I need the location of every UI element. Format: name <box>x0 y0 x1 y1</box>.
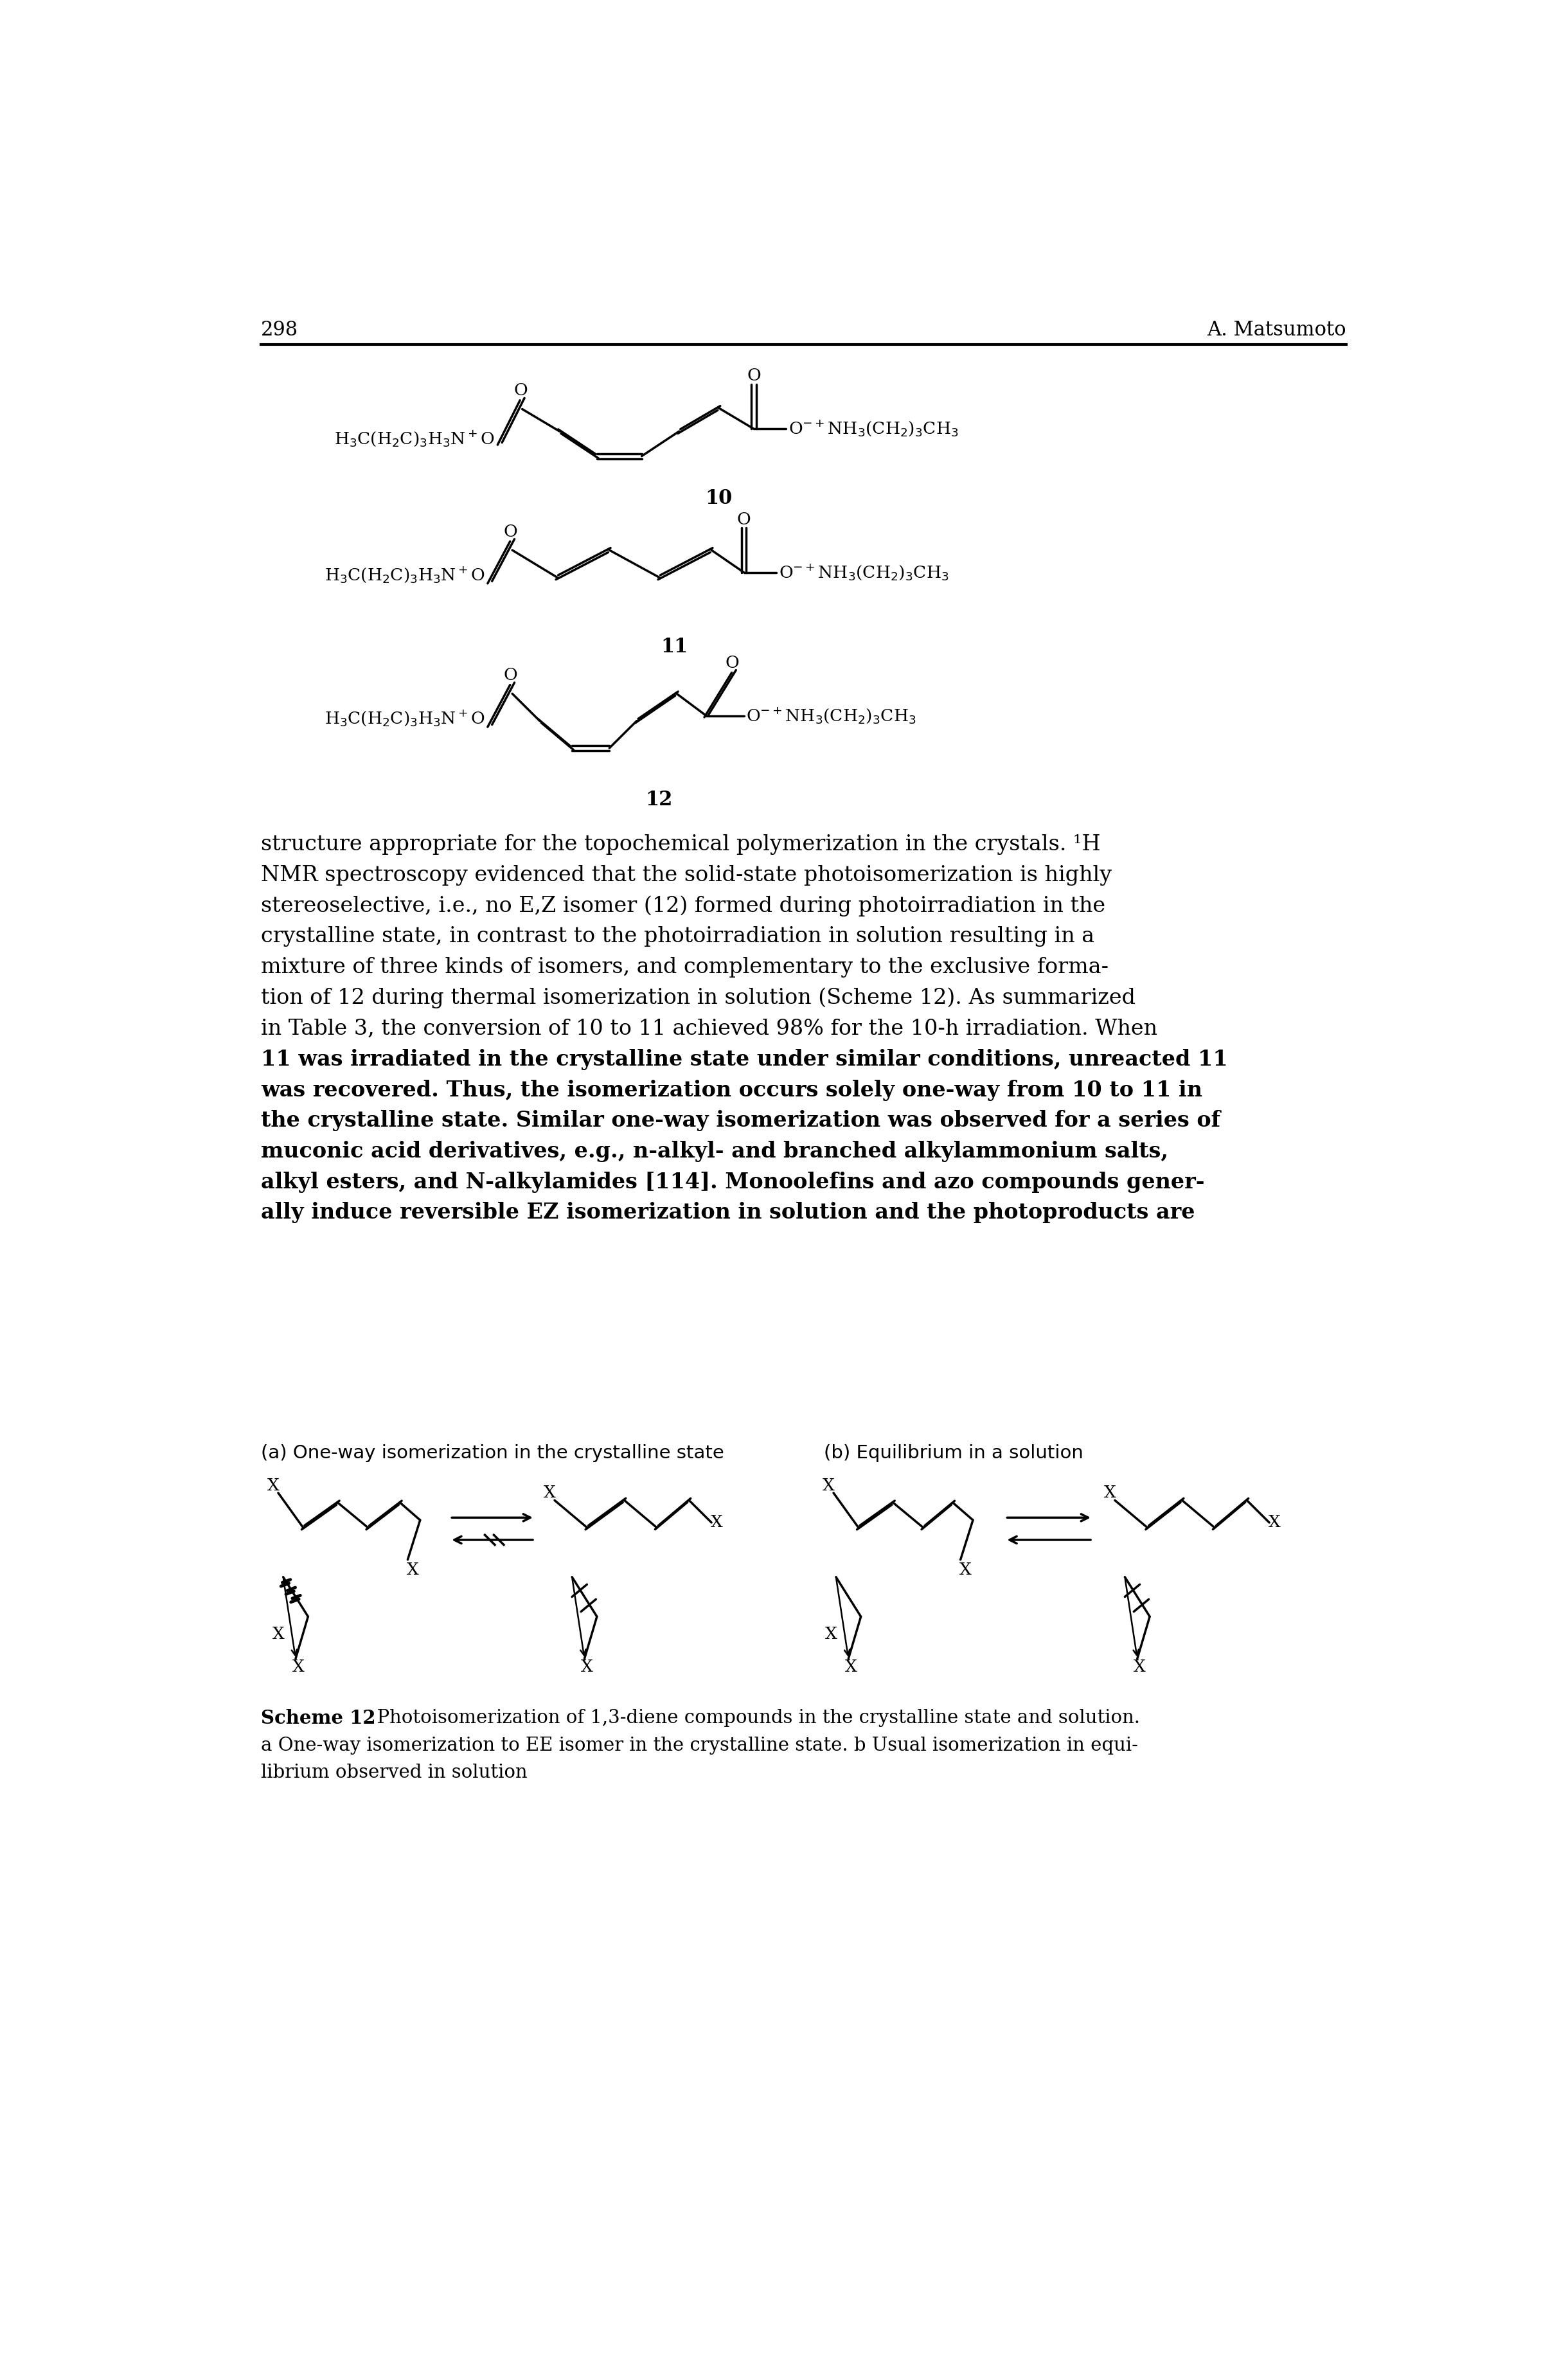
Text: alkyl esters, and N-alkylamides [114]. Monoolefins and azo compounds gener-: alkyl esters, and N-alkylamides [114]. M… <box>260 1172 1204 1194</box>
Text: 12: 12 <box>646 789 673 811</box>
Text: X: X <box>825 1627 837 1641</box>
Text: X: X <box>845 1660 858 1674</box>
Text: O$^{-+}$NH$_3$(CH$_2$)$_3$CH$_3$: O$^{-+}$NH$_3$(CH$_2$)$_3$CH$_3$ <box>779 564 949 583</box>
Text: O: O <box>737 511 751 528</box>
Text: 298: 298 <box>260 321 298 340</box>
Text: the crystalline state. Similar one-way isomerization was observed for a series o: the crystalline state. Similar one-way i… <box>260 1111 1220 1132</box>
Text: X: X <box>273 1627 284 1641</box>
Text: X: X <box>544 1484 555 1501</box>
Text: muconic acid derivatives, e.g., n-alkyl- and branched alkylammonium salts,: muconic acid derivatives, e.g., n-alkyl-… <box>260 1141 1168 1163</box>
Text: mixture of three kinds of isomers, and complementary to the exclusive forma-: mixture of three kinds of isomers, and c… <box>260 956 1109 977</box>
Text: X: X <box>1134 1660 1146 1674</box>
Text: X: X <box>1269 1515 1279 1531</box>
Text: (a) One-way isomerization in the crystalline state: (a) One-way isomerization in the crystal… <box>260 1443 724 1462</box>
Text: NMR spectroscopy evidenced that the solid-state photoisomerization is highly: NMR spectroscopy evidenced that the soli… <box>260 866 1112 885</box>
Text: in Table 3, the conversion of 10 to 11 achieved 98% for the 10-h irradiation. Wh: in Table 3, the conversion of 10 to 11 a… <box>260 1018 1157 1039</box>
Text: Photoisomerization of 1,3-diene compounds in the crystalline state and solution.: Photoisomerization of 1,3-diene compound… <box>365 1710 1140 1726</box>
Text: (b) Equilibrium in a solution: (b) Equilibrium in a solution <box>823 1443 1083 1462</box>
Text: H$_3$C(H$_2$C)$_3$H$_3$N$^+$O: H$_3$C(H$_2$C)$_3$H$_3$N$^+$O <box>325 566 485 585</box>
Text: H$_3$C(H$_2$C)$_3$H$_3$N$^+$O: H$_3$C(H$_2$C)$_3$H$_3$N$^+$O <box>325 709 485 728</box>
Text: O$^{-+}$NH$_3$(CH$_2$)$_3$CH$_3$: O$^{-+}$NH$_3$(CH$_2$)$_3$CH$_3$ <box>746 706 916 725</box>
Text: X: X <box>1104 1484 1116 1501</box>
Text: H$_3$C(H$_2$C)$_3$H$_3$N$^+$O: H$_3$C(H$_2$C)$_3$H$_3$N$^+$O <box>334 428 495 449</box>
Text: O$^{-+}$NH$_3$(CH$_2$)$_3$CH$_3$: O$^{-+}$NH$_3$(CH$_2$)$_3$CH$_3$ <box>789 419 958 438</box>
Text: A. Matsumoto: A. Matsumoto <box>1207 321 1347 340</box>
Text: X: X <box>267 1477 279 1493</box>
Text: stereoselective, i.e., no E,Z isomer (12) formed during photoirradiation in the: stereoselective, i.e., no E,Z isomer (12… <box>260 897 1105 916</box>
Text: X: X <box>710 1515 723 1531</box>
Text: X: X <box>823 1477 834 1493</box>
Text: Scheme 12: Scheme 12 <box>260 1710 375 1726</box>
Text: O: O <box>503 523 517 540</box>
Text: was recovered. Thus, the isomerization occurs solely one-way from 10 to 11 in: was recovered. Thus, the isomerization o… <box>260 1080 1203 1101</box>
Text: O: O <box>726 654 740 671</box>
Text: X: X <box>960 1562 972 1577</box>
Text: X: X <box>292 1660 304 1674</box>
Text: ally induce reversible EZ isomerization in solution and the photoproducts are: ally induce reversible EZ isomerization … <box>260 1203 1195 1222</box>
Text: O: O <box>514 383 528 397</box>
Text: crystalline state, in contrast to the photoirradiation in solution resulting in : crystalline state, in contrast to the ph… <box>260 927 1094 946</box>
Text: tion of 12 during thermal isomerization in solution (Scheme 12). As summarized: tion of 12 during thermal isomerization … <box>260 987 1135 1008</box>
Text: a One-way isomerization to EE isomer in the crystalline state. b Usual isomeriza: a One-way isomerization to EE isomer in … <box>260 1736 1138 1755</box>
Text: structure appropriate for the topochemical polymerization in the crystals. ¹H: structure appropriate for the topochemic… <box>260 835 1101 854</box>
Text: 11: 11 <box>660 637 688 656</box>
Text: 10: 10 <box>706 487 732 509</box>
Text: X: X <box>580 1660 593 1674</box>
Text: librium observed in solution: librium observed in solution <box>260 1764 527 1781</box>
Text: X: X <box>406 1562 419 1577</box>
Text: O: O <box>746 369 760 383</box>
Text: O: O <box>503 668 517 682</box>
Text: 11 was irradiated in the crystalline state under similar conditions, unreacted 1: 11 was irradiated in the crystalline sta… <box>260 1049 1228 1070</box>
